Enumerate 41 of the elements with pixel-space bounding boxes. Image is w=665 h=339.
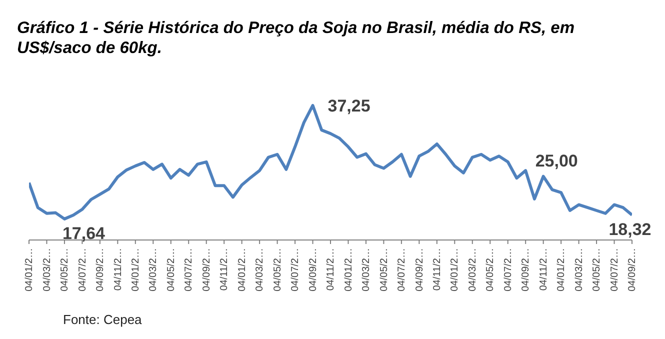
x-tick-label: 04/05/2… bbox=[485, 248, 496, 292]
x-tick-label: 04/11/2… bbox=[326, 248, 337, 291]
x-tick-label: 04/07/2… bbox=[290, 248, 302, 292]
source-note: Fonte: Cepea bbox=[63, 312, 142, 327]
x-tick-label: 04/01/2… bbox=[236, 248, 248, 292]
x-tick-label: 04/03/2… bbox=[361, 248, 372, 292]
x-tick-label: 04/05/2… bbox=[60, 248, 71, 292]
x-tick-label: 04/11/2… bbox=[112, 248, 124, 291]
x-tick-label: 04/09/2… bbox=[627, 248, 638, 292]
x-tick-label: 04/05/2… bbox=[378, 248, 390, 292]
x-tick-label: 04/05/2… bbox=[592, 248, 603, 292]
x-tick-label: 04/11/2… bbox=[219, 248, 230, 291]
data-label: 18,32 bbox=[608, 220, 652, 240]
x-tick-label: 04/09/2… bbox=[414, 248, 426, 292]
x-tick-label: 04/05/2… bbox=[166, 248, 177, 292]
data-label: 37,25 bbox=[328, 96, 370, 116]
x-tick-label: 04/07/2… bbox=[77, 248, 88, 292]
x-tick-label: 04/01/2… bbox=[24, 248, 36, 292]
x-tick-label: 04/03/2… bbox=[148, 248, 160, 292]
x-tick-label: 04/03/2… bbox=[574, 248, 585, 292]
x-tick-label: 04/01/2… bbox=[130, 248, 142, 292]
x-tick-label: 04/01/2… bbox=[343, 248, 354, 292]
x-tick-label: 04/09/2… bbox=[308, 248, 319, 292]
x-tick-label: 04/07/2… bbox=[502, 248, 514, 292]
x-tick-label: 04/03/2… bbox=[42, 248, 53, 292]
x-tick-label: 04/09/2… bbox=[95, 248, 106, 292]
x-tick-label: 04/07/2… bbox=[609, 248, 620, 292]
x-tick-label: 04/03/2… bbox=[467, 248, 478, 292]
chart-title: Gráfico 1 - Série Histórica do Preço da Soja no Brasil, média do RS, em US$/saco de 60kg. bbox=[17, 18, 576, 58]
x-tick-label: 04/05/2… bbox=[272, 248, 284, 292]
x-tick-label: 04/03/2… bbox=[254, 248, 266, 292]
x-tick-label: 04/11/2… bbox=[432, 248, 444, 291]
x-tick-label: 04/09/2… bbox=[520, 248, 532, 292]
x-tick-label: 04/09/2… bbox=[201, 248, 212, 292]
x-tick-label: 04/01/2… bbox=[556, 248, 568, 292]
x-tick-label: 04/01/2… bbox=[450, 248, 461, 292]
data-label: 17,64 bbox=[62, 224, 106, 243]
x-tick-label: 04/07/2… bbox=[396, 248, 408, 292]
x-tick-label: 04/07/2… bbox=[184, 248, 195, 292]
x-tick-label: 04/11/2… bbox=[538, 248, 550, 291]
data-label: 25,00 bbox=[535, 151, 578, 170]
